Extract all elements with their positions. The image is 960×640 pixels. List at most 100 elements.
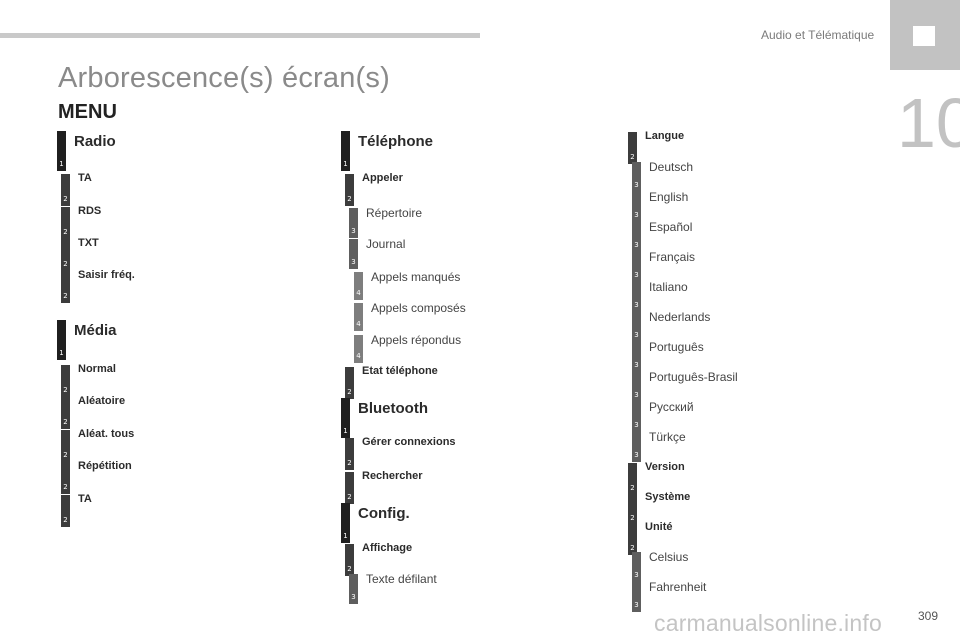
level-badge: 2: [61, 462, 70, 494]
menu-node-label: Português-Brasil: [649, 370, 738, 384]
level-badge: 3: [632, 312, 641, 342]
menu-node-normal: 2 Normal: [61, 363, 116, 397]
chapter-title: Audio et Télématique: [761, 28, 875, 42]
level-badge: 2: [61, 430, 70, 462]
menu-node-aleatoire: 2 Aléatoire: [61, 395, 126, 429]
menu-node-espanol: 3 Español: [632, 220, 692, 252]
menu-node-label: Aléat. tous: [78, 428, 135, 440]
menu-node-label: Français: [649, 250, 696, 264]
menu-node-portugues: 3 Português: [632, 340, 704, 372]
menu-node-label: Fahrenheit: [649, 580, 707, 594]
menu-node-label: Celsius: [649, 550, 689, 564]
level-badge: 3: [632, 252, 641, 282]
menu-node-label: Radio: [74, 133, 116, 150]
menu-node-version: 2 Version: [628, 461, 685, 495]
menu-node-label: TA: [78, 172, 92, 184]
menu-node-turkce: 3 Türkçe: [632, 430, 686, 462]
level-badge: 2: [345, 544, 354, 576]
menu-node-label: Téléphone: [358, 133, 434, 150]
menu-node-gerer-connexions: 2 Gérer connexions: [345, 436, 456, 470]
level-badge: 4: [354, 303, 363, 331]
level-badge: 4: [354, 335, 363, 363]
menu-node-label: Italiano: [649, 280, 688, 294]
menu-node-appels-composes: 4 Appels composés: [354, 301, 466, 331]
menu-node-affichage: 2 Affichage: [345, 542, 413, 576]
menu-node-telephone: 1 Téléphone: [341, 131, 433, 171]
menu-node-nederlands: 3 Nederlands: [632, 310, 711, 342]
level-badge: 3: [632, 162, 641, 192]
menu-node-radio: 1 Radio: [57, 131, 116, 171]
menu-node-label: RDS: [78, 205, 102, 217]
level-badge: 3: [632, 402, 641, 432]
menu-node-italiano: 3 Italiano: [632, 280, 688, 312]
level-badge: 2: [628, 493, 637, 525]
menu-node-label: Appeler: [362, 172, 403, 184]
chapter-number: 10: [897, 84, 960, 162]
menu-node-config: 1 Config.: [341, 503, 410, 543]
level-badge: 2: [61, 174, 70, 206]
chapter-square-icon: [913, 26, 935, 46]
menu-node-repetition: 2 Répétition: [61, 460, 132, 494]
menu-node-russian: 3 Pусский: [632, 400, 694, 432]
level-badge: 1: [57, 131, 66, 171]
menu-node-deutsch: 3 Deutsch: [632, 160, 693, 192]
level-badge: 2: [61, 495, 70, 527]
level-badge: 2: [61, 365, 70, 397]
level-badge: 2: [628, 463, 637, 495]
menu-node-francais: 3 Français: [632, 250, 696, 282]
level-badge: 1: [341, 503, 350, 543]
menu-node-label: Config.: [358, 505, 410, 522]
menu-node-label: TA: [78, 493, 92, 505]
menu-node-label: Saisir fréq.: [78, 269, 135, 281]
menu-node-label: Langue: [645, 130, 685, 142]
menu-node-bluetooth: 1 Bluetooth: [341, 398, 428, 438]
menu-node-label: Unité: [645, 521, 673, 533]
menu-node-label: Rechercher: [362, 470, 423, 482]
level-badge: 2: [345, 472, 354, 504]
level-badge: 3: [632, 582, 641, 612]
watermark: carmanualsonline.info: [654, 610, 882, 636]
menu-node-label: Texte défilant: [366, 572, 437, 586]
menu-node-saisir-freq: 2 Saisir fréq.: [61, 269, 135, 303]
menu-node-aleat-tous: 2 Aléat. tous: [61, 428, 135, 462]
menu-node-langue: 2 Langue: [628, 130, 685, 164]
level-badge: 3: [349, 574, 358, 604]
level-badge: 2: [61, 397, 70, 429]
menu-node-ta-media: 2 TA: [61, 493, 92, 527]
level-badge: 1: [57, 320, 66, 360]
menu-node-label: Nederlands: [649, 310, 711, 324]
menu-node-english: 3 English: [632, 190, 688, 222]
menu-node-texte-defilant: 3 Texte défilant: [349, 572, 437, 604]
menu-node-label: Türkçe: [649, 430, 686, 444]
menu-node-label: Etat téléphone: [362, 365, 438, 377]
level-badge: 3: [632, 222, 641, 252]
level-badge: 3: [632, 282, 641, 312]
menu-node-systeme: 2 Système: [628, 491, 691, 525]
level-badge: 1: [341, 131, 350, 171]
menu-node-label: Aléatoire: [78, 395, 126, 407]
menu-node-label: Affichage: [362, 542, 413, 554]
menu-node-label: Normal: [78, 363, 116, 375]
menu-node-label: Journal: [366, 237, 406, 251]
menu-node-ta: 2 TA: [61, 172, 92, 206]
page-number: 309: [918, 609, 939, 623]
header-rule: [0, 33, 480, 38]
menu-node-label: Répertoire: [366, 206, 423, 220]
menu-node-label: Appels répondus: [371, 333, 462, 347]
level-badge: 2: [628, 132, 637, 164]
menu-node-label: Média: [74, 322, 117, 339]
menu-node-label: Appels composés: [371, 301, 466, 315]
menu-node-label: Bluetooth: [358, 400, 428, 417]
menu-node-txt: 2 TXT: [61, 237, 99, 271]
menu-node-label: Pусский: [649, 400, 694, 414]
level-badge: 3: [349, 239, 358, 269]
menu-node-label: Système: [645, 491, 691, 503]
menu-node-label: Répétition: [78, 460, 132, 472]
menu-node-fahrenheit: 3 Fahrenheit: [632, 580, 707, 612]
level-badge: 2: [345, 174, 354, 206]
level-badge: 2: [345, 438, 354, 470]
menu-node-journal: 3 Journal: [349, 237, 406, 269]
level-badge: 2: [61, 271, 70, 303]
menu-node-label: TXT: [78, 237, 99, 249]
level-badge: 3: [349, 208, 358, 238]
